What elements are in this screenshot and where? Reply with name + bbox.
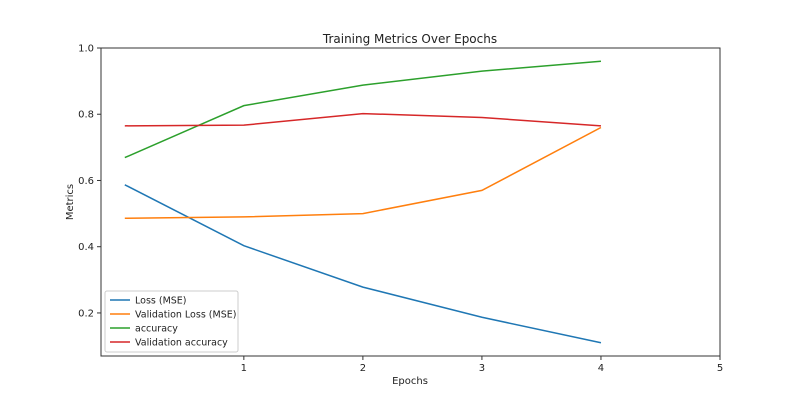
y-tick-label: 0.8 [78, 110, 94, 121]
plot-frame [100, 47, 721, 357]
legend-frame [104, 290, 239, 353]
legend-label-2: accuracy [135, 324, 178, 335]
series-line-2 [124, 60, 602, 159]
legend-label-3: Validation accuracy [135, 338, 228, 349]
x-tick-label: 4 [598, 363, 604, 374]
x-axis-label: Epochs [392, 376, 428, 387]
x-tick-label: 5 [717, 363, 723, 374]
y-tick-label: 0.6 [78, 176, 94, 187]
series-line-1 [124, 126, 602, 219]
legend: Loss (MSE) Validation Loss (MSE) accuracy V… [104, 290, 239, 353]
x-tick-label: 1 [241, 363, 247, 374]
y-tick-label: 1.0 [78, 44, 94, 55]
x-axis: 1 2 3 4 5 [241, 356, 723, 374]
y-tick-label: 0.2 [78, 308, 94, 319]
y-tick-label: 0.4 [78, 242, 94, 253]
y-axis: 0.2 0.4 0.6 0.8 1.0 [78, 44, 101, 319]
series-line-3 [124, 112, 602, 127]
chart-title: Training Metrics Over Epochs [322, 32, 497, 46]
x-tick-label: 3 [479, 363, 485, 374]
series-line-0 [124, 184, 602, 344]
y-axis-label: Metrics [65, 184, 76, 220]
series-layer [124, 60, 602, 344]
x-tick-label: 2 [360, 363, 366, 374]
legend-label-0: Loss (MSE) [135, 296, 187, 307]
legend-label-1: Validation Loss (MSE) [135, 310, 236, 321]
